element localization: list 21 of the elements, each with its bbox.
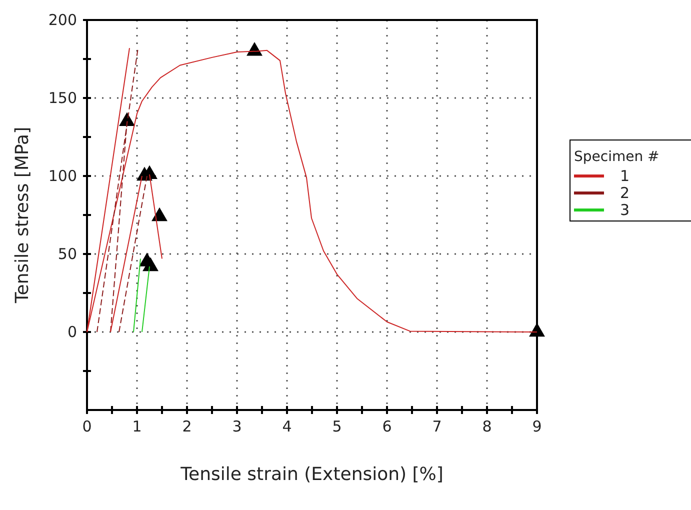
x-tick-label: 0 [82,418,92,436]
y-tick-label: 50 [58,244,77,263]
x-tick-label: 1 [132,418,142,436]
legend-label: 1 [620,167,630,185]
x-tick-label: 7 [432,418,442,436]
x-tick-label: 6 [382,418,392,436]
x-axis-title: Tensile strain (Extension) [%] [180,464,444,485]
y-tick-label: 100 [48,166,77,185]
legend-label: 2 [620,184,630,202]
y-tick-label: 150 [48,88,77,107]
y-tick-label: 200 [48,10,77,29]
x-tick-label: 9 [532,418,542,436]
y-tick-label: 0 [67,322,77,341]
x-tick-label: 8 [482,418,492,436]
legend-label: 3 [620,201,630,219]
x-tick-label: 4 [282,418,292,436]
x-tick-label: 2 [182,418,192,436]
y-axis-title: Tensile stress [MPa] [12,126,33,304]
x-tick-label: 3 [232,418,242,436]
legend-title: Specimen # [574,149,660,165]
x-tick-label: 5 [332,418,342,436]
